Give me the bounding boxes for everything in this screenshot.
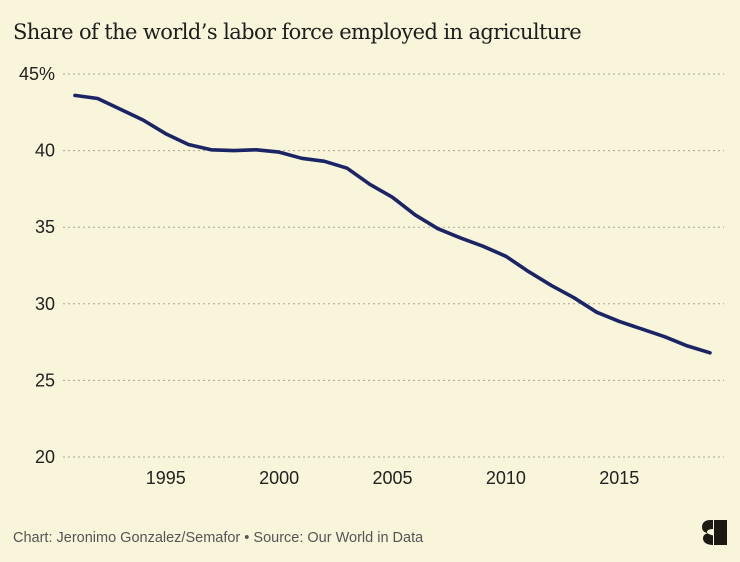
y-tick-label: 20 bbox=[35, 447, 55, 467]
semafor-logo-icon bbox=[702, 520, 727, 545]
x-tick-label: 2005 bbox=[372, 468, 412, 488]
gridlines bbox=[63, 73, 724, 458]
y-tick-label: 45% bbox=[19, 64, 55, 84]
source-credit: Chart: Jeronimo Gonzalez/Semafor • Sourc… bbox=[13, 530, 424, 546]
chart-title: Share of the world’s labor force employe… bbox=[13, 20, 582, 44]
x-tick-label: 2010 bbox=[486, 468, 526, 488]
y-axis-ticks: 45% 40 35 30 25 20 bbox=[19, 64, 55, 467]
y-tick-label: 30 bbox=[35, 294, 55, 314]
x-tick-label: 2000 bbox=[259, 468, 299, 488]
x-tick-label: 1995 bbox=[146, 468, 186, 488]
y-tick-label: 25 bbox=[35, 370, 55, 390]
x-tick-label: 2015 bbox=[599, 468, 639, 488]
series-line bbox=[73, 93, 712, 355]
series-group bbox=[73, 93, 712, 355]
y-tick-label: 40 bbox=[35, 141, 55, 161]
x-axis-ticks: 1995 2000 2005 2010 2015 bbox=[146, 468, 640, 488]
y-tick-label: 35 bbox=[35, 217, 55, 237]
